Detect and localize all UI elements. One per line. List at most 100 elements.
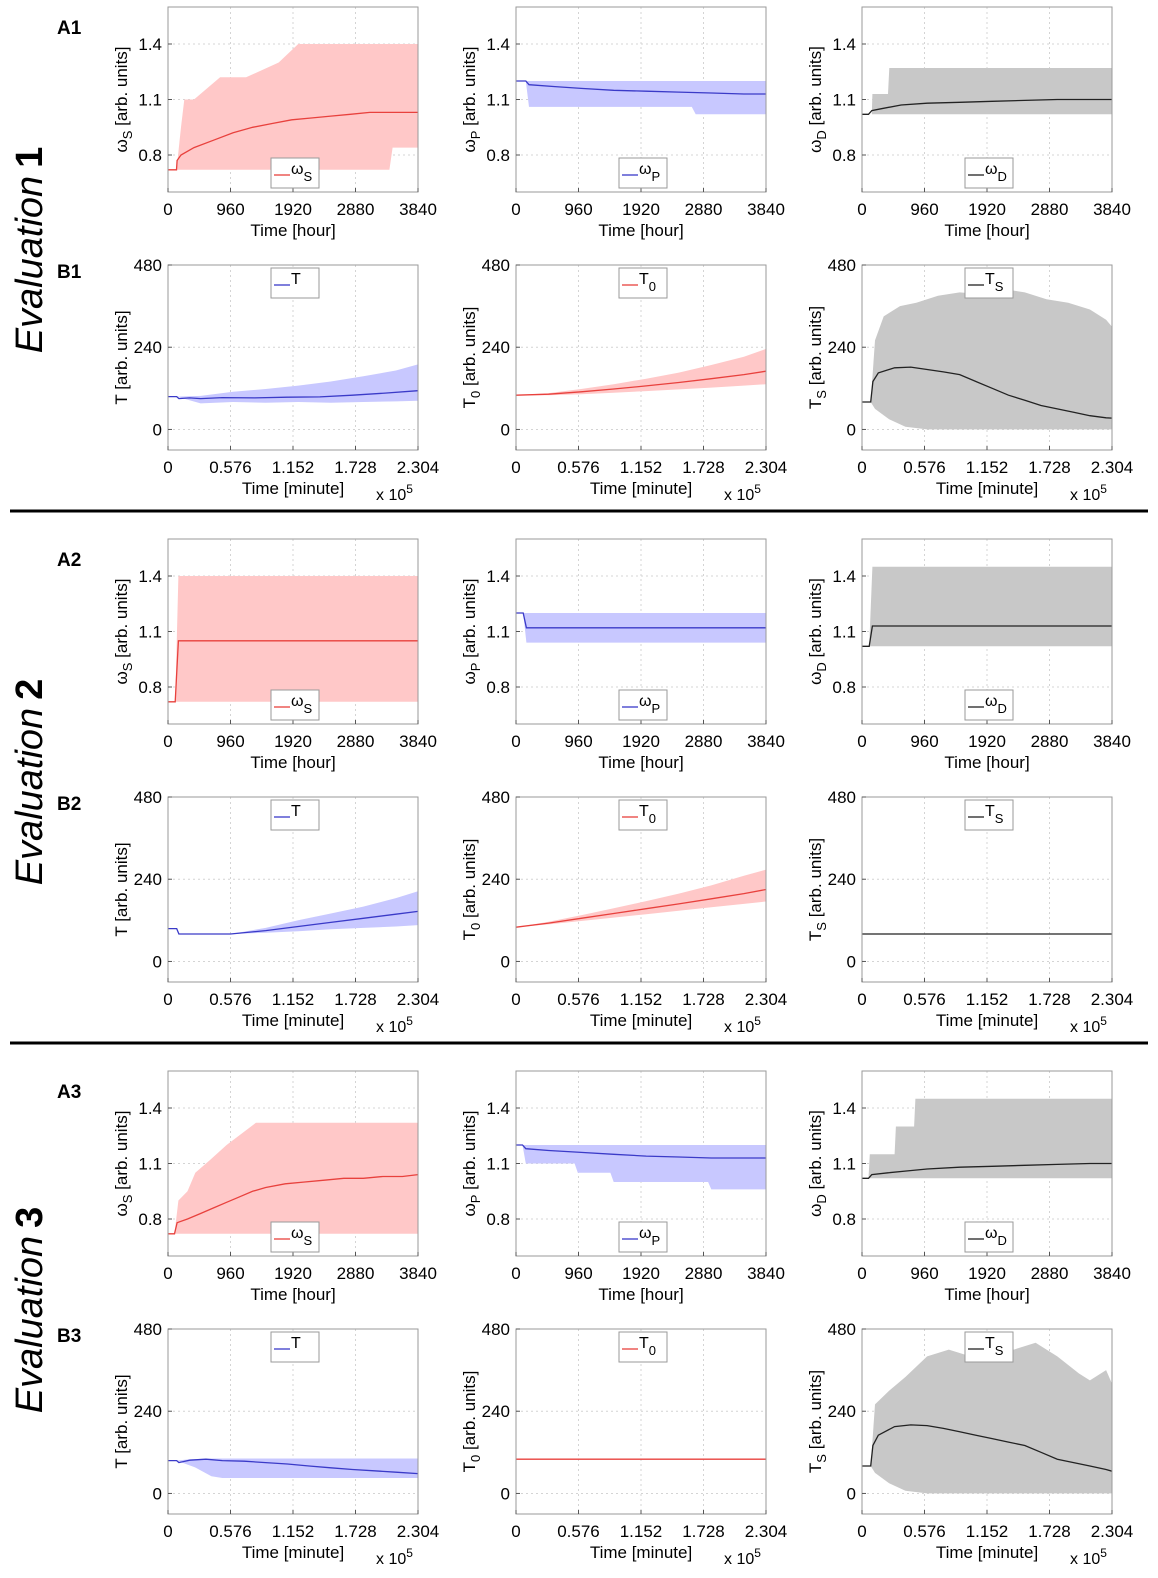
x-tick-label: 2.304 [1091,1522,1134,1541]
evaluation-number-2: 2 [9,679,51,700]
x-tick-label: 960 [910,732,938,751]
x-tick-label: 2.304 [1091,990,1134,1009]
x-axis-exponent: x 105 [1070,1014,1107,1036]
y-axis-label: TS [arb. units] [806,838,829,941]
plot-area [516,80,766,115]
x-axis-label: Time [minute] [242,479,344,498]
y-tick-label: 480 [482,256,510,275]
plot-area [168,44,418,171]
y-tick-label: 0.8 [832,678,856,697]
panel-a1-3: 0 960 1920 2880 3840 0.8 1.1 1.4 Time [hour] ωD [… [806,6,1131,240]
y-tick-label: 1.1 [832,1155,856,1174]
x-tick-label: 0 [163,732,172,751]
series-line [862,1162,1112,1179]
x-tick-label: 1.728 [1028,1522,1071,1541]
x-tick-label: 2880 [337,732,375,751]
plot-area [862,289,1112,430]
x-tick-label: 0 [163,458,172,477]
x-tick-label: 2880 [685,1264,723,1283]
legend-box [270,267,320,299]
legend-label: ωP [639,161,660,184]
confidence-band [516,81,766,115]
y-tick-label: 480 [482,788,510,807]
x-axis-label: Time [minute] [590,479,692,498]
y-tick-label: 0 [153,952,162,971]
y-tick-label: 1.4 [486,1099,510,1118]
y-tick-label: 0 [501,1484,510,1503]
legend-box [964,267,1014,299]
y-axis-label: ωS [arb. units] [112,578,135,684]
x-tick-label: 960 [216,200,244,219]
x-tick-label: 2.304 [397,1522,440,1541]
x-tick-label: 1.728 [1028,990,1071,1009]
x-tick-label: 1.152 [620,458,663,477]
x-axis-label: Time [hour] [598,753,683,772]
series-line [516,80,766,95]
confidence-band [516,348,766,396]
legend: TS [964,1331,1014,1363]
legend-box [618,799,668,831]
series-line [862,366,1112,419]
y-axis-label: T0 [arb. units] [460,839,483,941]
plot-area [516,348,766,396]
row-label-b3: B3 [57,1326,81,1347]
y-tick-label: 0.8 [486,678,510,697]
x-tick-label: 0.576 [557,458,600,477]
legend: T0 [618,267,668,299]
x-tick-label: 960 [216,1264,244,1283]
legend: ωS [270,689,320,721]
evaluation-word-2: Evaluation [9,708,51,885]
x-tick-label: 1.728 [682,990,725,1009]
panel-a2-1: 0 960 1920 2880 3840 0.8 1.1 1.4 Time [hour] ωS [… [112,538,437,772]
x-tick-label: 0 [511,1522,520,1541]
panel-a1-2: 0 960 1920 2880 3840 0.8 1.1 1.4 Time [hour] ωP [… [460,6,785,240]
x-axis-label: Time [hour] [250,221,335,240]
y-tick-label: 480 [828,256,856,275]
series-line [516,1144,766,1159]
legend-box [270,799,320,831]
evaluation-number-3: 3 [9,1207,51,1228]
y-tick-label: 0.8 [832,1210,856,1229]
legend-box [964,689,1014,721]
plot-area [168,364,418,404]
legend-box [964,1221,1014,1253]
panel-a3-2: 0 960 1920 2880 3840 0.8 1.1 1.4 Time [hour] ωP [… [460,1070,785,1304]
panel-a3-1: 0 960 1920 2880 3840 0.8 1.1 1.4 Time [hour] ωS [… [112,1070,437,1304]
x-tick-label: 2.304 [397,990,440,1009]
row-label-b2: B2 [57,794,81,815]
legend: T [270,1331,320,1363]
y-axis-label: T [arb. units] [112,1374,131,1468]
x-axis-label: Time [minute] [242,1011,344,1030]
x-tick-label: 1.152 [272,1522,315,1541]
plot-area [516,1144,766,1190]
x-tick-label: 1.728 [682,458,725,477]
y-axis-label: ωS [arb. units] [112,1110,135,1216]
panel-b1-1: 0 0.576 1.152 1.728 2.304 0 240 480 Time [minute… [112,256,439,504]
legend: ωS [270,1221,320,1253]
y-tick-label: 1.1 [138,1155,162,1174]
x-tick-label: 3840 [399,1264,437,1283]
y-tick-label: 1.1 [486,91,510,110]
legend-box [270,157,320,189]
x-axis-label: Time [hour] [598,221,683,240]
x-tick-label: 1.152 [966,990,1009,1009]
x-tick-label: 1920 [622,732,660,751]
x-tick-label: 3840 [1093,732,1131,751]
x-axis-label: Time [hour] [944,1285,1029,1304]
x-tick-label: 2880 [685,732,723,751]
legend-label: ωD [985,161,1007,184]
legend-label: TS [985,1335,1004,1358]
x-tick-label: 0.576 [209,1522,252,1541]
x-tick-label: 0.576 [557,990,600,1009]
panel-b2-2: 0 0.576 1.152 1.728 2.304 0 240 480 Time [minute… [460,788,787,1036]
y-tick-label: 480 [482,1320,510,1339]
x-axis-label: Time [hour] [944,753,1029,772]
x-axis-exponent: x 105 [376,1014,413,1036]
x-tick-label: 1920 [274,732,312,751]
row-label-a2: A2 [57,550,81,571]
series-line [516,888,766,928]
y-axis-label: ωP [arb. units] [460,578,483,684]
panel-b1-2: 0 0.576 1.152 1.728 2.304 0 240 480 Time [minute… [460,256,787,504]
x-axis-exponent: x 105 [724,482,761,504]
y-axis-label: T0 [arb. units] [460,307,483,409]
